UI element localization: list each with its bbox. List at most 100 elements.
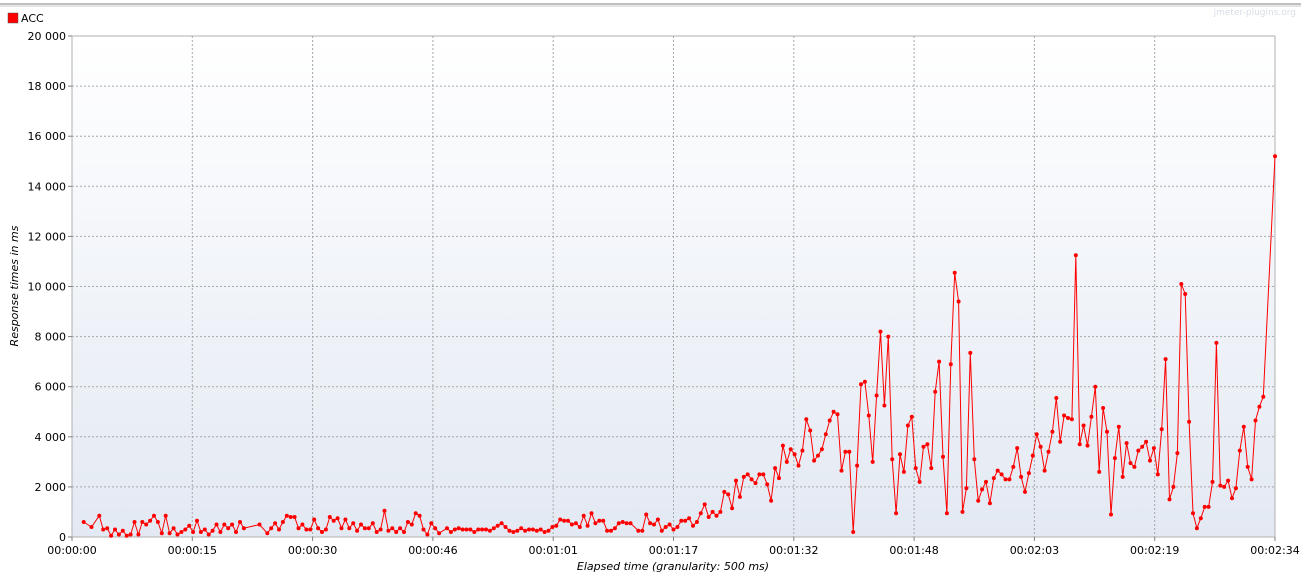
data-point bbox=[1058, 439, 1063, 444]
data-point bbox=[202, 527, 207, 532]
x-tick-label: 00:02:19 bbox=[1130, 544, 1179, 557]
data-point bbox=[1101, 406, 1106, 410]
data-point bbox=[937, 359, 942, 364]
data-point bbox=[128, 532, 133, 537]
data-point bbox=[655, 517, 660, 522]
data-point bbox=[148, 518, 153, 523]
data-point bbox=[995, 468, 1000, 473]
data-point bbox=[433, 526, 438, 531]
data-point bbox=[1030, 453, 1035, 458]
data-point bbox=[722, 489, 727, 494]
data-point bbox=[320, 530, 324, 534]
data-point bbox=[1214, 340, 1219, 345]
data-point bbox=[831, 409, 836, 414]
data-point bbox=[109, 533, 114, 538]
data-point bbox=[273, 521, 278, 526]
data-point bbox=[425, 532, 430, 537]
data-point bbox=[562, 518, 567, 523]
data-point bbox=[847, 449, 852, 454]
data-point bbox=[1198, 516, 1203, 521]
data-point bbox=[1230, 496, 1234, 501]
data-point bbox=[1128, 461, 1133, 466]
y-tick-label: 8 000 bbox=[35, 331, 67, 344]
data-point bbox=[179, 530, 184, 534]
data-point bbox=[679, 518, 684, 523]
data-point bbox=[710, 509, 715, 514]
data-point bbox=[1233, 486, 1238, 491]
data-point bbox=[195, 518, 199, 523]
data-point bbox=[280, 520, 285, 524]
data-point bbox=[652, 522, 656, 527]
data-point bbox=[339, 526, 344, 531]
data-point bbox=[210, 528, 215, 533]
data-point bbox=[1175, 451, 1180, 456]
y-tick-label: 4 000 bbox=[35, 431, 67, 444]
data-point bbox=[1011, 464, 1016, 469]
data-point bbox=[1050, 429, 1055, 434]
data-point bbox=[636, 528, 641, 533]
data-point bbox=[355, 528, 360, 533]
data-point bbox=[612, 526, 617, 531]
data-point bbox=[515, 528, 520, 533]
data-point bbox=[819, 447, 824, 452]
data-point bbox=[984, 479, 988, 484]
data-point bbox=[1241, 424, 1246, 429]
data-point bbox=[1187, 419, 1192, 424]
data-point bbox=[269, 526, 274, 531]
data-point bbox=[1140, 444, 1145, 449]
data-point bbox=[1034, 432, 1039, 437]
data-point bbox=[675, 525, 680, 529]
x-tick-label: 00:01:01 bbox=[528, 544, 577, 557]
data-point bbox=[1222, 484, 1227, 489]
data-point bbox=[445, 526, 449, 531]
data-point bbox=[308, 527, 313, 532]
data-point bbox=[663, 525, 668, 529]
data-point bbox=[1202, 504, 1207, 509]
data-point bbox=[495, 523, 500, 528]
data-point bbox=[421, 527, 426, 532]
data-point bbox=[855, 463, 860, 468]
data-point bbox=[718, 509, 723, 514]
data-point bbox=[234, 530, 238, 534]
data-point bbox=[734, 478, 738, 483]
y-tick-label: 10 000 bbox=[28, 281, 67, 294]
data-point bbox=[839, 468, 844, 473]
data-point bbox=[448, 530, 453, 534]
data-point bbox=[933, 389, 938, 394]
data-point bbox=[702, 502, 707, 507]
y-tick-label: 16 000 bbox=[28, 130, 67, 143]
data-point bbox=[780, 443, 785, 448]
data-point bbox=[1206, 504, 1211, 509]
data-point bbox=[976, 498, 981, 503]
data-point bbox=[511, 530, 516, 534]
data-point bbox=[1019, 474, 1024, 479]
data-point bbox=[159, 531, 164, 536]
data-point bbox=[800, 448, 805, 453]
data-point bbox=[952, 270, 957, 275]
y-tick-label: 6 000 bbox=[35, 381, 67, 394]
data-point bbox=[167, 531, 172, 536]
data-point bbox=[687, 516, 692, 521]
data-point bbox=[1273, 154, 1277, 159]
data-point bbox=[597, 518, 602, 523]
grid-lines bbox=[72, 36, 1275, 537]
data-point bbox=[163, 513, 168, 518]
data-point bbox=[257, 522, 262, 527]
data-point bbox=[550, 525, 555, 529]
x-axis-ticks: 00:00:00 00:00:15 00:00:30 00:00:46 00:01:01… bbox=[47, 537, 1300, 557]
data-point bbox=[503, 525, 508, 529]
y-tick-label: 0 bbox=[59, 531, 66, 544]
data-point bbox=[1261, 394, 1266, 399]
data-point bbox=[558, 517, 563, 522]
data-point bbox=[890, 457, 895, 462]
data-point bbox=[659, 528, 664, 533]
data-point bbox=[300, 522, 305, 527]
data-point bbox=[327, 515, 332, 519]
data-point bbox=[378, 527, 383, 532]
x-tick-label: 00:01:17 bbox=[649, 544, 698, 557]
data-point bbox=[667, 522, 672, 527]
data-point bbox=[577, 525, 582, 529]
data-point bbox=[777, 476, 781, 481]
